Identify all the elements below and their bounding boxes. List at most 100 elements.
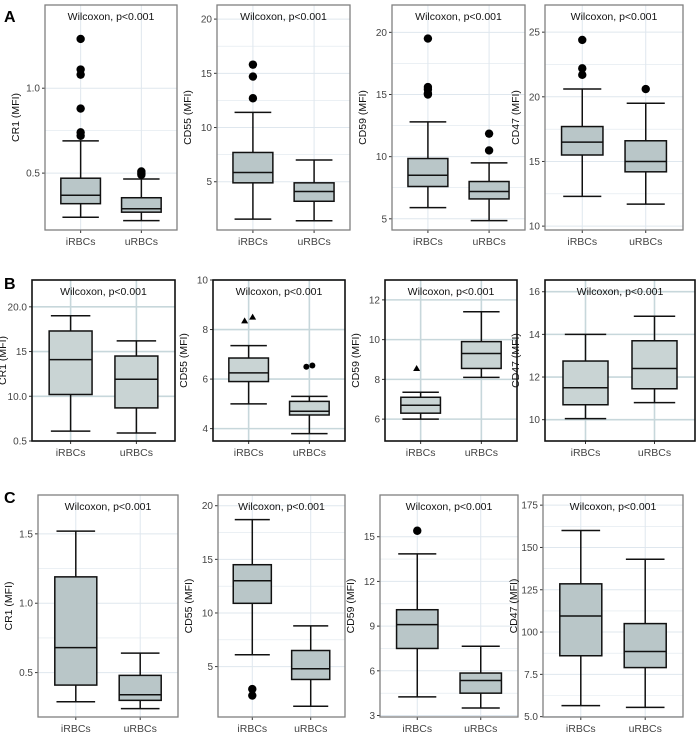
y-tick-label: 8 [374, 375, 380, 386]
y-axis-label: CD59 (MFI) [357, 90, 369, 145]
box-iRBCs [407, 34, 449, 209]
box-iRBCs [559, 529, 603, 707]
panel-letter-B: B [4, 276, 16, 293]
y-tick-label: 175 [521, 501, 538, 512]
boxplot-panel-B-4: 10 12 14 16 CD47 (MFI) iRBCs uRBCs Wilcoxon, p<… [510, 279, 696, 459]
y-tick-label: 6 [202, 375, 208, 386]
y-tick-label: 1.5 [19, 529, 33, 540]
y-axis-label: CD55 (MFI) [178, 333, 190, 388]
plot-border [542, 494, 684, 718]
x-tick-label: iRBCs [566, 723, 596, 735]
y-tick-label: 6 [369, 666, 375, 677]
y-tick-label: 25 [529, 28, 541, 39]
box-iqr [559, 583, 603, 657]
box-iRBCs [562, 333, 609, 420]
x-tick-label: iRBCs [413, 236, 443, 248]
y-tick-label: 15 [202, 555, 214, 566]
box-iqr [114, 355, 159, 409]
y-tick-label: 20.0 [8, 302, 28, 313]
x-tick-label: iRBCs [234, 447, 264, 459]
y-tick-label: 20 [529, 92, 541, 103]
box-uRBCs [114, 340, 159, 434]
x-tick-label: uRBCs [293, 447, 326, 459]
boxplot-panel-B-3: 6 8 10 12 CD59 (MFI) iRBCs uRBCs Wilcoxon, p<0.… [350, 279, 518, 459]
y-axis-label: CD47 (MFI) [510, 90, 522, 145]
y-tick-label: 15 [376, 90, 388, 101]
plot-background [218, 495, 345, 717]
y-tick-label: 15 [201, 69, 213, 80]
panel-letter-C: C [4, 490, 16, 507]
box-uRBCs [468, 129, 510, 222]
box-iqr [631, 340, 678, 390]
box-iqr [459, 672, 503, 694]
outlier-point [248, 691, 257, 700]
x-tick-label: uRBCs [629, 236, 662, 248]
y-axis-label: CD47 (MFI) [508, 579, 520, 634]
y-tick-label: 12 [364, 577, 376, 588]
outlier-point [578, 70, 587, 80]
y-axis-label: CD59 (MFI) [345, 579, 357, 634]
outlier-point [248, 684, 257, 694]
y-tick-label: 10 [376, 152, 388, 163]
outlier-point [76, 34, 85, 44]
panel-letter-A: A [4, 9, 16, 26]
panel-title: Wilcoxon, p<0.001 [415, 11, 502, 23]
box-iqr [290, 649, 331, 681]
box-iqr [228, 357, 270, 383]
y-tick-label: 10 [197, 276, 209, 287]
y-tick-label: 6 [374, 415, 380, 426]
boxplot-panel-A-3: 5 10 15 20 CD59 (MFI) iRBCs uRBCs Wilcoxon, p<0… [357, 4, 526, 248]
panel-title: Wilcoxon, p<0.001 [408, 286, 495, 298]
x-tick-label: iRBCs [61, 723, 91, 735]
box-uRBCs [624, 84, 668, 205]
x-tick-label: uRBCs [629, 723, 662, 735]
y-axis-label: CD55 (MFI) [183, 579, 195, 634]
box-iqr [120, 196, 162, 213]
box-uRBCs [288, 362, 330, 435]
y-tick-label: 100 [521, 628, 538, 639]
y-tick-label: 20 [201, 15, 213, 26]
x-tick-label: uRBCs [125, 236, 158, 248]
y-tick-label: 7.5 [524, 670, 538, 681]
x-tick-label: iRBCs [66, 236, 96, 248]
x-tick-label: uRBCs [294, 723, 327, 735]
plot-border [217, 494, 346, 718]
y-tick-label: 1.0 [26, 84, 40, 95]
panel-title: Wilcoxon, p<0.001 [68, 11, 155, 23]
y-axis-label: CD55 (MFI) [182, 90, 194, 145]
outlier-point [241, 317, 249, 324]
x-tick-label: iRBCs [238, 236, 268, 248]
y-tick-label: 8 [202, 325, 208, 336]
y-tick-label: 0.5 [13, 437, 27, 448]
x-tick-label: uRBCs [297, 236, 330, 248]
y-tick-label: 10.0 [8, 392, 28, 403]
box-iqr [60, 177, 102, 205]
box-iqr [232, 563, 273, 605]
outlier-point [423, 90, 433, 99]
x-tick-label: uRBCs [638, 447, 671, 459]
y-tick-label: 20 [202, 501, 214, 512]
box-iqr [118, 674, 162, 702]
plot-border [379, 494, 519, 718]
box-iqr [232, 151, 274, 184]
y-tick-label: 10 [529, 222, 541, 233]
outlier-point [484, 146, 494, 155]
y-tick-label: 20 [376, 28, 388, 39]
y-tick-label: 15 [16, 347, 28, 358]
x-tick-label: uRBCs [472, 236, 505, 248]
panel-title: Wilcoxon, p<0.001 [570, 501, 657, 513]
outlier-point [641, 84, 650, 94]
y-tick-label: 10 [202, 608, 214, 619]
box-iqr [562, 360, 609, 406]
y-axis-label: CR1 (MFI) [3, 582, 15, 631]
y-tick-label: 10 [369, 335, 381, 346]
outlier-point [248, 94, 258, 103]
panel-title: Wilcoxon, p<0.001 [577, 286, 664, 298]
outlier-point [413, 364, 421, 371]
x-tick-label: iRBCs [402, 723, 432, 735]
y-tick-label: 15 [529, 157, 541, 168]
box-uRBCs [460, 311, 502, 379]
boxplot-panel-A-4: 10 15 20 25 CD47 (MFI) iRBCs uRBCs Wilcoxon, p<… [510, 4, 684, 248]
plot-border [31, 279, 176, 442]
